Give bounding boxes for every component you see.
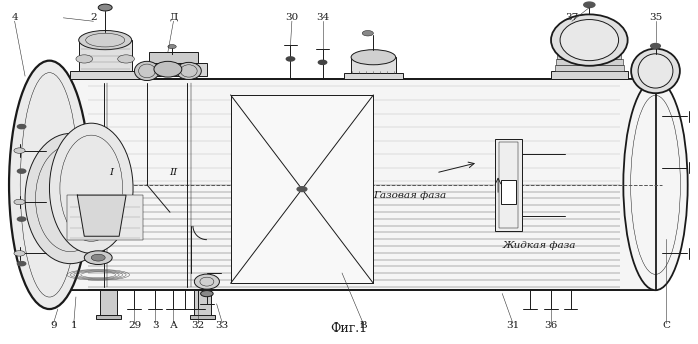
Text: 34: 34 [316,13,329,22]
Circle shape [318,60,327,64]
Text: 33: 33 [216,321,229,330]
Circle shape [17,169,26,173]
Circle shape [91,254,105,261]
Ellipse shape [14,148,25,153]
Circle shape [286,57,295,61]
Text: Жидкая фаза: Жидкая фаза [503,241,576,250]
Ellipse shape [25,133,116,264]
Bar [554,65,624,71]
Ellipse shape [638,54,673,88]
Bar [194,290,211,316]
Ellipse shape [14,251,25,256]
Text: В: В [359,321,366,330]
Polygon shape [77,195,126,236]
Bar [53,79,88,290]
Text: 3: 3 [152,321,158,330]
Bar [101,290,117,316]
Ellipse shape [9,61,90,309]
Text: 4: 4 [11,13,18,22]
Circle shape [651,44,660,48]
Text: 30: 30 [285,13,299,22]
Ellipse shape [560,20,618,61]
Bar [558,47,620,52]
Circle shape [98,4,112,11]
Bar [344,73,403,79]
Text: 36: 36 [544,321,558,330]
Text: II: II [170,168,177,176]
Bar [79,40,132,71]
Circle shape [84,251,112,265]
Bar [560,41,618,46]
Text: 32: 32 [191,321,205,330]
Ellipse shape [14,199,25,205]
Ellipse shape [135,61,160,80]
Ellipse shape [551,14,628,66]
Ellipse shape [50,123,133,254]
Bar [621,79,655,290]
Bar [53,79,655,290]
Ellipse shape [631,49,680,93]
Ellipse shape [194,274,219,289]
Bar [230,95,373,283]
Ellipse shape [20,77,87,292]
Ellipse shape [623,79,688,290]
Text: 31: 31 [506,321,519,330]
Text: I: I [109,168,113,176]
Text: 2: 2 [90,13,96,22]
Bar [67,195,144,240]
Ellipse shape [118,55,135,63]
Text: 1: 1 [70,321,77,330]
Bar [190,314,215,319]
Bar [551,71,628,79]
Text: А: А [170,321,177,330]
Text: Газовая фаза: Газовая фаза [373,192,447,201]
Ellipse shape [176,62,201,79]
Text: С: С [662,321,670,330]
Bar [149,52,198,63]
Bar [70,71,140,79]
Bar [53,79,655,290]
Bar [499,142,519,228]
Bar [557,53,621,58]
Text: Фиг.1: Фиг.1 [330,322,368,335]
Text: 35: 35 [649,13,662,22]
Bar [351,57,396,73]
Circle shape [17,261,26,266]
Circle shape [200,291,213,297]
Circle shape [362,31,373,36]
Bar [501,180,517,204]
Text: 37: 37 [565,13,579,22]
Ellipse shape [351,50,396,65]
Circle shape [584,2,595,8]
Text: Д: Д [170,13,178,22]
Bar [96,314,121,319]
Text: 9: 9 [50,321,57,330]
Ellipse shape [79,31,132,50]
Ellipse shape [20,73,79,297]
Circle shape [297,187,307,192]
Bar [556,59,623,65]
Bar [496,139,522,231]
Ellipse shape [154,61,181,77]
Circle shape [17,217,26,221]
Ellipse shape [76,55,93,63]
Circle shape [168,45,176,49]
Bar [140,63,207,76]
Text: 29: 29 [128,321,141,330]
Circle shape [17,125,26,129]
